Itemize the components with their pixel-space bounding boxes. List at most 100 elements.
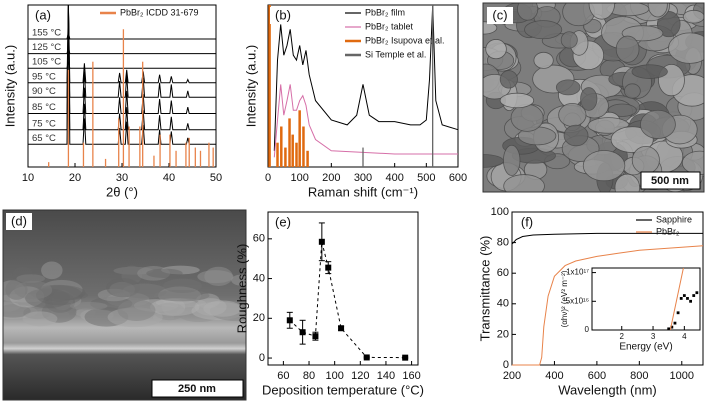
marker (676, 311, 680, 315)
grain (3, 304, 31, 318)
marker (673, 321, 677, 325)
y-axis-label: Intensity (a.u.) (243, 45, 258, 127)
grain (610, 126, 654, 153)
image-frame (482, 2, 705, 193)
grain (16, 274, 45, 283)
trace-label: 125 °C (32, 42, 61, 53)
grain (22, 311, 58, 327)
x-tick-label: 2 (620, 332, 625, 341)
image-frame (2, 209, 247, 401)
x-tick-label: 800 (630, 370, 648, 382)
y-tick-label: 40 (497, 298, 509, 310)
legend-label: PbBr₂ (656, 226, 680, 236)
grain (150, 298, 200, 316)
data-line (273, 4, 459, 151)
label-box (270, 7, 296, 24)
grain (485, 39, 507, 60)
data-line (28, 4, 216, 98)
data-line (28, 61, 216, 69)
marker (299, 329, 306, 336)
data-line (28, 4, 216, 114)
label-box (270, 214, 296, 231)
grain (588, 3, 616, 20)
label-box (6, 213, 32, 230)
grain (631, 146, 660, 175)
grain (14, 280, 53, 300)
y-tick-label: 100 (491, 206, 509, 218)
y-axis-label: Intensity (a.u.) (2, 45, 17, 127)
marker (325, 264, 332, 271)
x-tick-label: 600 (588, 370, 606, 382)
data-line (669, 267, 684, 331)
y-tick-label: 40 (253, 272, 265, 284)
panel-label: (a) (35, 7, 51, 22)
x-tick-label: 140 (377, 370, 395, 382)
x-axis-label: 2θ (°) (106, 184, 138, 199)
y-tick-label: 60 (497, 267, 509, 279)
data-line (512, 245, 704, 366)
x-tick-label: 80 (303, 370, 315, 382)
legend-label: Si Temple et al. (365, 49, 426, 59)
x-tick-label: 160 (402, 370, 420, 382)
grain (517, 3, 539, 21)
trace-label: 105 °C (32, 57, 61, 68)
legend-label: Sapphire (656, 214, 692, 224)
grain (555, 79, 581, 96)
marker (670, 325, 674, 329)
y-tick-label: 0 (503, 359, 509, 371)
grain (499, 92, 535, 109)
grain (524, 20, 563, 40)
y-tick-label: 80 (497, 237, 509, 249)
grain (623, 83, 641, 99)
data-line (28, 4, 216, 131)
label-box (30, 7, 56, 24)
scale-bar-label: 500 nm (651, 175, 689, 187)
grain (640, 109, 676, 139)
grain (163, 278, 203, 293)
legend-label: PbBr₂ Isupova et al. (365, 35, 445, 45)
trace-label: 95 °C (32, 71, 56, 82)
grain (117, 299, 156, 321)
grain (503, 144, 521, 176)
label-box (487, 7, 513, 24)
grain (510, 103, 544, 132)
grain (204, 266, 233, 286)
grain (69, 301, 108, 311)
data-line (273, 84, 458, 158)
x-tick-label: 30 (116, 172, 128, 184)
y-tick-label: 0 (259, 352, 265, 364)
marker (667, 327, 671, 331)
x-tick-label: 3 (651, 332, 656, 341)
scale-bar-label: 250 nm (178, 383, 216, 395)
data-line (28, 46, 216, 55)
x-axis-label: Deposition temperature (°C) (262, 382, 424, 397)
legend-label: PbBr₂ ICDD 31-679 (120, 7, 199, 17)
marker (682, 294, 686, 297)
y-tick-label: 20 (253, 312, 265, 324)
trace-label: 65 °C (32, 133, 56, 144)
grain (203, 300, 242, 317)
y-axis-label: Transmittance (%) (477, 236, 492, 342)
plot-frame (267, 211, 419, 366)
grain (563, 124, 589, 147)
grain (533, 51, 554, 69)
y-axis-label: (αhν)² (eV² m⁻²) (560, 270, 569, 327)
marker (286, 317, 293, 324)
grain (657, 11, 681, 38)
data-line (28, 32, 216, 40)
y-tick-label: 1x10¹⁷ (566, 268, 589, 277)
grain (631, 64, 668, 79)
grain (499, 70, 518, 89)
x-tick-label: 200 (322, 172, 340, 184)
grain (582, 150, 626, 182)
marker (338, 325, 345, 332)
legend-label: PbBr₂ film (365, 7, 405, 17)
x-tick-label: 40 (163, 172, 175, 184)
x-tick-label: 50 (210, 172, 222, 184)
y-tick-label: 60 (253, 233, 265, 245)
grain (615, 35, 640, 63)
grain (41, 261, 63, 280)
grain (231, 274, 246, 286)
